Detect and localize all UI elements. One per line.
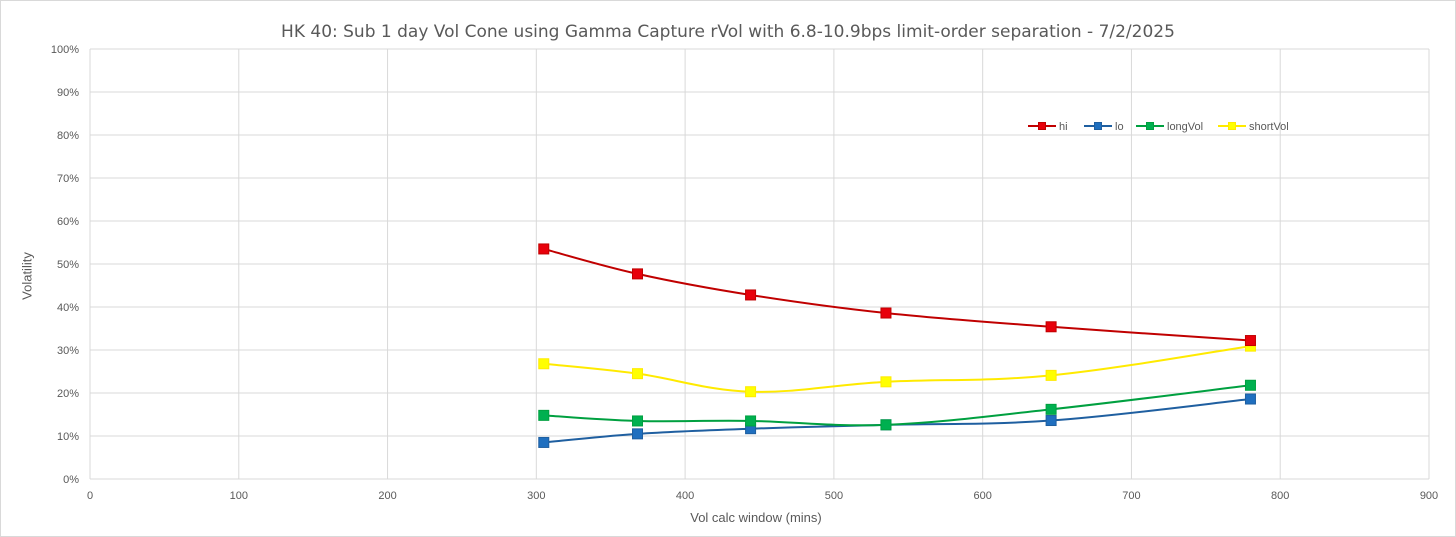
y-tick-label: 10% bbox=[57, 431, 79, 443]
data-point-longVol bbox=[1045, 403, 1057, 415]
data-point-shortVol bbox=[632, 368, 644, 380]
legend-label-longVol: longVol bbox=[1167, 121, 1203, 133]
y-tick-label: 60% bbox=[57, 216, 79, 228]
data-point-longVol bbox=[538, 409, 550, 421]
legend-marker-hi bbox=[1038, 122, 1046, 130]
data-point-hi bbox=[538, 243, 550, 255]
series-group bbox=[538, 243, 1256, 448]
legend-marker-lo bbox=[1094, 122, 1102, 130]
data-point-longVol bbox=[745, 415, 757, 427]
data-point-longVol bbox=[1244, 379, 1256, 391]
data-point-shortVol bbox=[1045, 369, 1057, 381]
data-point-shortVol bbox=[538, 358, 550, 370]
y-tick-label: 20% bbox=[57, 388, 79, 400]
data-point-hi bbox=[880, 307, 892, 319]
legend-label-hi: hi bbox=[1059, 121, 1068, 133]
legend-label-shortVol: shortVol bbox=[1249, 121, 1289, 133]
legend-marker-shortVol bbox=[1228, 122, 1236, 130]
x-tick-label: 700 bbox=[1122, 490, 1140, 502]
series-line-shortVol bbox=[543, 345, 1251, 393]
y-tick-label: 70% bbox=[57, 173, 79, 185]
legend: hi lo longVol shortVol bbox=[1028, 121, 1289, 133]
chart-title: HK 40: Sub 1 day Vol Cone using Gamma Ca… bbox=[281, 22, 1175, 42]
legend-marker-longVol bbox=[1146, 122, 1154, 130]
data-point-shortVol bbox=[880, 376, 892, 388]
data-point-hi bbox=[1244, 335, 1256, 347]
data-point-longVol bbox=[880, 419, 892, 431]
y-tick-label: 30% bbox=[57, 345, 79, 357]
series-line-longVol bbox=[543, 384, 1251, 427]
y-tick-label: 80% bbox=[57, 130, 79, 142]
legend-label-lo: lo bbox=[1115, 121, 1124, 133]
y-tick-label: 40% bbox=[57, 302, 79, 314]
y-tick-label: 50% bbox=[57, 259, 79, 271]
x-tick-label: 0 bbox=[87, 490, 93, 502]
data-point-hi bbox=[632, 268, 644, 280]
data-point-lo bbox=[1244, 393, 1256, 405]
data-point-hi bbox=[1045, 321, 1057, 333]
y-tick-label: 0% bbox=[63, 474, 79, 486]
x-tick-label: 600 bbox=[973, 490, 991, 502]
gridlines bbox=[89, 48, 1430, 480]
data-point-lo bbox=[1045, 415, 1057, 427]
axes: 0% 10% 20% 30% 40% 50% 60% 70% 80% 90% 100% 0 100 200… bbox=[51, 44, 1438, 502]
x-axis-label: Vol calc window (mins) bbox=[690, 510, 822, 525]
data-point-longVol bbox=[632, 415, 644, 427]
series-line-hi bbox=[543, 247, 1251, 342]
x-tick-label: 500 bbox=[825, 490, 843, 502]
data-point-lo bbox=[538, 436, 550, 448]
data-point-hi bbox=[745, 289, 757, 301]
x-tick-label: 800 bbox=[1271, 490, 1289, 502]
data-point-shortVol bbox=[745, 386, 757, 398]
x-tick-label: 200 bbox=[378, 490, 396, 502]
x-tick-label: 100 bbox=[230, 490, 248, 502]
x-tick-label: 300 bbox=[527, 490, 545, 502]
y-tick-label: 90% bbox=[57, 87, 79, 99]
x-tick-label: 400 bbox=[676, 490, 694, 502]
x-tick-label: 900 bbox=[1420, 490, 1438, 502]
data-point-lo bbox=[632, 428, 644, 440]
y-tick-label: 100% bbox=[51, 44, 79, 56]
